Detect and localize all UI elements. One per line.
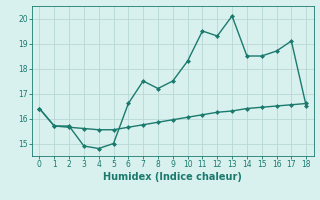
X-axis label: Humidex (Indice chaleur): Humidex (Indice chaleur) [103,172,242,182]
